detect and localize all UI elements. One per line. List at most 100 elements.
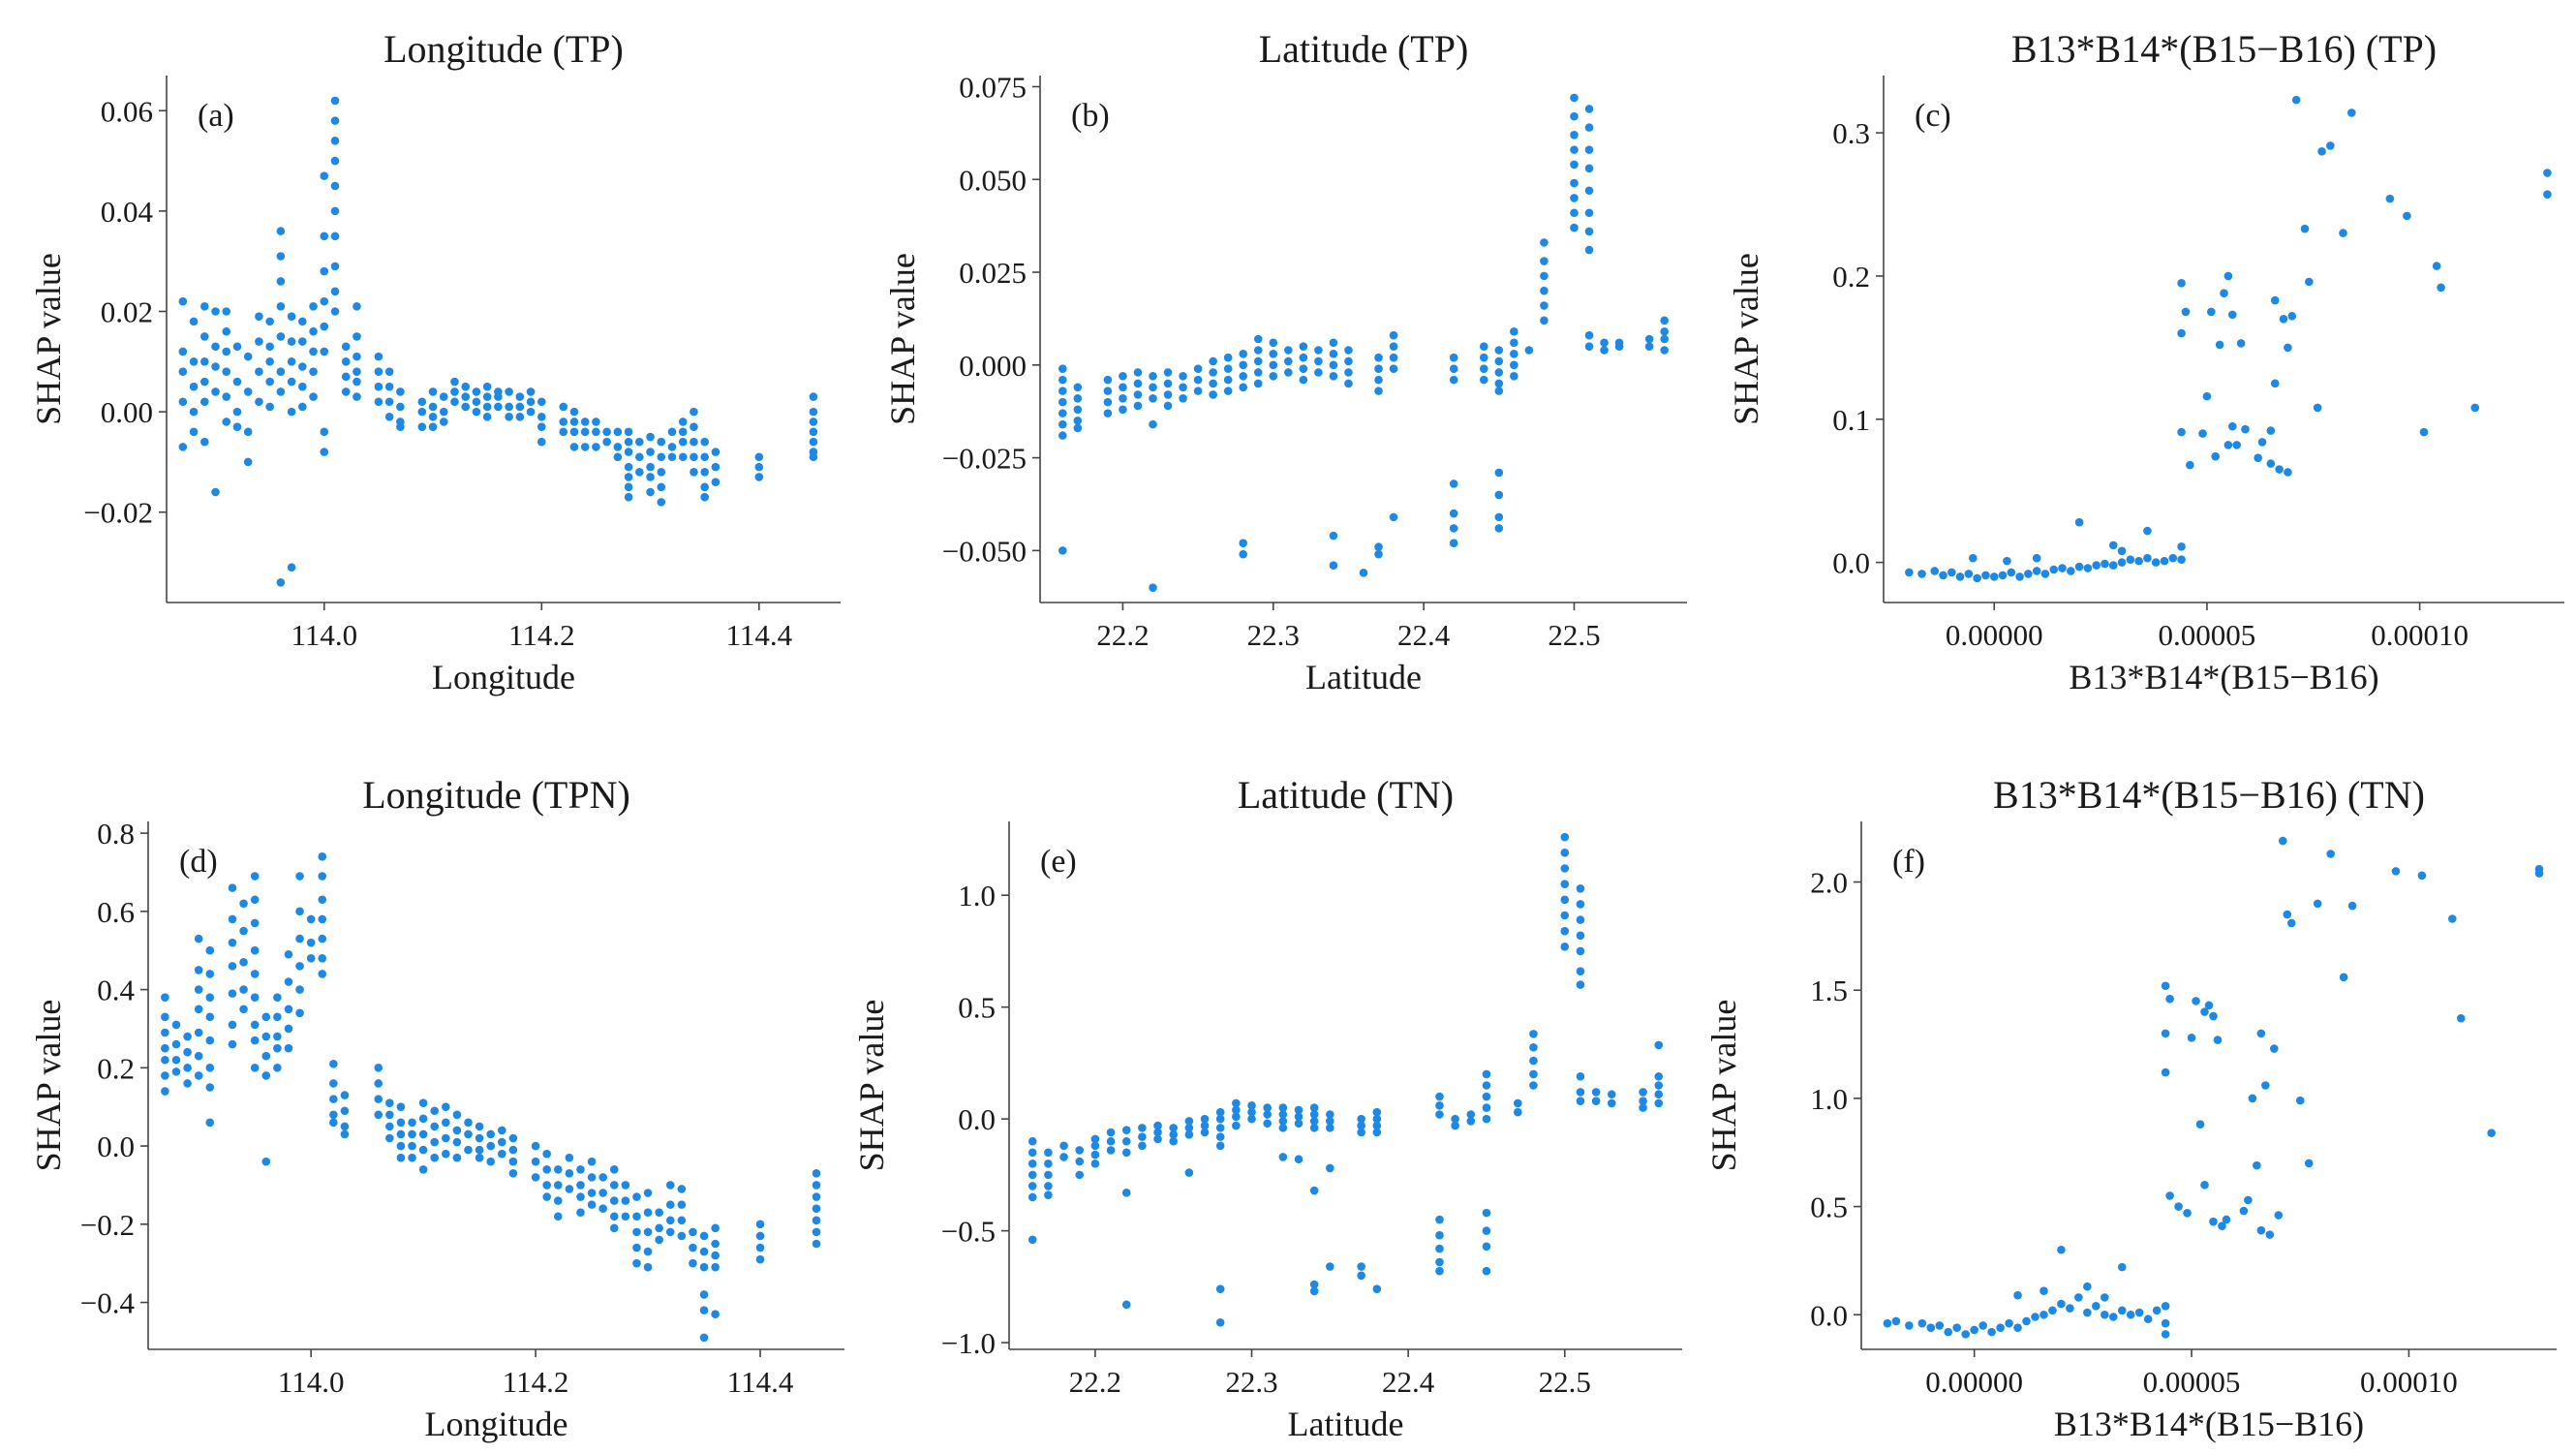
scatter-point [1449,364,1458,373]
scatter-point [2143,1314,2153,1324]
scatter-point [2432,262,2441,270]
scatter-point [1905,1321,1914,1330]
scatter-point [1149,583,1157,592]
scatter-point [2161,1067,2170,1077]
scatter-point [486,1157,496,1166]
scatter-point [1930,567,1940,575]
scatter-point [222,367,231,376]
scatter-point [309,347,318,356]
scatter-point [1372,1121,1382,1130]
scatter-point [318,895,327,905]
scatter-point [2003,556,2011,566]
scatter-point [2543,190,2552,199]
scatter-point [2286,918,2296,928]
scatter-point [2165,1191,2174,1200]
scatter-point [1494,356,1504,366]
scatter-point [1329,338,1338,348]
scatter-point [1513,1098,1522,1108]
scatter-point [677,1185,687,1193]
scatter-point [667,443,677,451]
scatter-point [255,312,263,321]
scatter-point [340,1106,350,1116]
scatter-point [1200,1114,1210,1124]
scatter-point [1482,1081,1491,1090]
scatter-point [1184,1124,1194,1132]
scatter-point [295,872,304,881]
scatter-point [1560,864,1570,873]
scatter-point [374,367,383,376]
scatter-point [194,1028,203,1037]
scatter-point [609,1164,619,1174]
scatter-point [396,1129,406,1139]
scatter-point [430,1153,440,1162]
scatter-point [452,1126,462,1135]
scatter-point [2177,542,2186,551]
scatter-point [690,407,698,417]
scatter-point [250,872,260,881]
scatter-point [1073,423,1083,433]
scatter-point [809,437,818,447]
scatter-point [1576,1071,1585,1081]
scatter-point [1027,1182,1037,1190]
scatter-point [531,1173,540,1182]
scatter-point [417,422,427,431]
scatter-point [1389,512,1398,522]
scatter-point [2283,910,2292,919]
scatter-point [408,1129,416,1139]
scatter-point [2244,1195,2253,1205]
scatter-point [809,407,818,417]
scatter-point [2177,328,2186,338]
scatter-point [700,437,709,447]
scatter-point [1494,524,1504,533]
scatter-point [320,296,329,306]
panel-e: Latitude (TN) 22.2 22.3 22.4 22.5 −1.0 −0.5 0.0… [852,773,1682,1443]
scatter-point [1660,316,1669,325]
scatter-point [309,302,318,311]
scatter-point [1570,145,1579,154]
scatter-point [1482,1103,1491,1112]
scatter-point [374,1110,383,1120]
panel-letter: (f) [1892,844,1925,880]
panel-title: B13*B14*(B15−B16) (TP) [2011,27,2437,71]
scatter-point [2057,1245,2066,1254]
scatter-point [1253,368,1263,377]
scatter-point [318,934,327,943]
scatter-point [340,1122,350,1131]
scatter-point [609,1212,619,1221]
x-tick-label: 0.00000 [1925,1365,2023,1399]
scatter-point [598,1173,607,1182]
scatter-point [222,326,231,336]
scatter-point [592,417,600,426]
scatter-point [1644,334,1654,344]
scatter-point [1529,1030,1538,1038]
scatter-point [1138,1132,1147,1141]
scatter-point [1529,1069,1538,1079]
scatter-point [2040,570,2050,578]
scatter-point [624,462,633,472]
scatter-point [2284,343,2292,353]
scatter-point [1209,390,1217,399]
scatter-point [1584,164,1594,173]
scatter-point [1215,1284,1225,1293]
scatter-point [189,407,199,417]
scatter-point [261,1157,271,1166]
scatter-point [1529,1081,1538,1090]
scatter-point [1357,1114,1365,1124]
scatter-point [1513,1107,1522,1117]
scatter-point [2187,1034,2196,1042]
scatter-point [1435,1257,1444,1267]
scatter-point [576,1181,585,1190]
scatter-point [1278,1153,1288,1161]
scatter-point [1169,1136,1179,1146]
scatter-point [439,407,448,417]
scatter-point [2134,1308,2144,1317]
x-axis-label: B13*B14*(B15−B16) [2069,658,2378,696]
scatter-point [1524,346,1534,355]
scatter-point [1103,375,1113,385]
scatter-point [243,352,253,361]
scatter-point [678,452,688,462]
y-tick-label: −0.050 [942,534,1027,568]
scatter-point [576,1208,585,1218]
scatter-point [318,953,327,963]
scatter-point [189,357,199,366]
